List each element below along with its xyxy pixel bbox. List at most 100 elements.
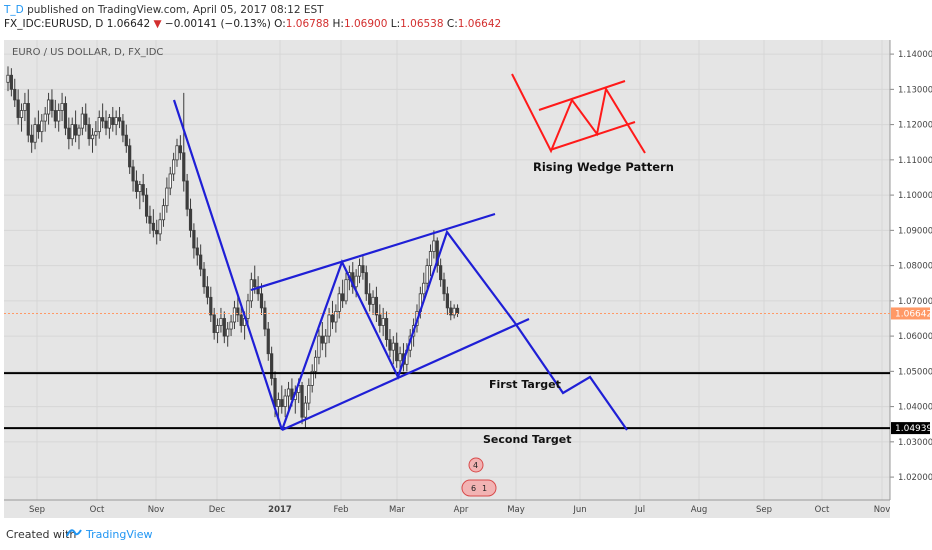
x-tick-label: Nov bbox=[874, 505, 891, 515]
second-target-value: 1.04939 bbox=[895, 424, 932, 434]
event-count-2: 6 bbox=[471, 484, 476, 493]
candle-body bbox=[124, 134, 128, 147]
high-label: H: bbox=[332, 18, 344, 30]
tradingview-logo-icon[interactable] bbox=[66, 526, 82, 540]
x-tick-label: May bbox=[507, 505, 525, 515]
candle-body bbox=[63, 103, 68, 129]
drop-leg-line bbox=[172, 99, 284, 431]
y-tick-label: 1.05000 bbox=[898, 367, 932, 377]
candle-body bbox=[364, 272, 368, 295]
candle-body bbox=[215, 325, 220, 333]
candlestick-chart[interactable]: 1.14000 1.13000 1.12000 1.11000 1.10000 1.090… bbox=[0, 36, 932, 518]
second-target-tag: 1.04939 bbox=[891, 422, 932, 435]
current-price-tag: 1.06642 bbox=[891, 307, 932, 320]
last-price: 1.06642 bbox=[106, 18, 151, 30]
event-badge-icon[interactable] bbox=[461, 479, 497, 497]
candle-body bbox=[422, 282, 426, 295]
chart-title: EURO / US DOLLAR, D, FX_IDC bbox=[12, 47, 163, 58]
candle-body bbox=[141, 184, 145, 196]
candle-body bbox=[361, 265, 365, 274]
candle-body bbox=[111, 117, 115, 125]
author-link[interactable]: T_D bbox=[4, 4, 24, 16]
candle-body bbox=[13, 88, 17, 101]
wedge-trendlines[interactable] bbox=[172, 99, 628, 432]
candle-body bbox=[107, 117, 111, 129]
x-tick-label: Nov bbox=[148, 505, 165, 515]
candle-body bbox=[445, 293, 450, 309]
candle-body bbox=[161, 205, 166, 221]
chart-header: T_D published on TradingView.com, April … bbox=[0, 0, 932, 36]
tradingview-link[interactable]: TradingView bbox=[86, 528, 153, 541]
candle-body bbox=[84, 113, 88, 125]
candle-body bbox=[57, 110, 61, 122]
candle-body bbox=[273, 377, 277, 407]
candle-body bbox=[70, 124, 74, 140]
candle-body bbox=[6, 74, 10, 83]
y-tick-label: 1.08000 bbox=[898, 262, 932, 272]
candle-body bbox=[381, 318, 385, 326]
candle-body bbox=[77, 127, 81, 136]
candle-body bbox=[374, 296, 379, 316]
candle-body bbox=[121, 120, 125, 136]
candle-body bbox=[175, 145, 179, 161]
symbol-line: FX_IDC:EURUSD, D 1.06642 ▼ −0.00141 (−0.… bbox=[4, 18, 501, 30]
open-value: 1.06788 bbox=[285, 18, 330, 30]
low-label: L: bbox=[390, 18, 401, 30]
candle-body bbox=[317, 335, 321, 358]
candle-body bbox=[303, 402, 308, 418]
x-tick-label: Oct bbox=[815, 505, 830, 515]
footer: Created with TradingView bbox=[0, 518, 932, 550]
close-label: C: bbox=[446, 18, 458, 30]
y-tick-label: 1.03000 bbox=[898, 438, 932, 448]
candle-body bbox=[158, 219, 162, 235]
candle-body bbox=[74, 124, 78, 136]
y-tick-label: 1.02000 bbox=[898, 473, 932, 483]
candle-body bbox=[172, 159, 176, 175]
candle-body bbox=[435, 240, 439, 266]
chart-area[interactable]: 1.14000 1.13000 1.12000 1.11000 1.10000 1.090… bbox=[0, 36, 932, 518]
x-tick-label: Apr bbox=[454, 505, 469, 515]
candle-body bbox=[36, 124, 41, 133]
candle-body bbox=[425, 265, 429, 284]
candle-body bbox=[388, 339, 392, 351]
candle-body bbox=[43, 113, 47, 122]
candle-body bbox=[368, 293, 372, 305]
candle-body bbox=[229, 321, 233, 330]
candle-body bbox=[188, 208, 193, 231]
candle-body bbox=[442, 279, 446, 295]
candle-body bbox=[259, 293, 264, 309]
candle-body bbox=[452, 307, 456, 316]
first-target-label: First Target bbox=[489, 378, 561, 391]
x-tick-label: 2017 bbox=[268, 505, 292, 515]
time-axis-background bbox=[4, 500, 890, 518]
candle-body bbox=[151, 222, 155, 231]
event-count-3: 1 bbox=[482, 484, 487, 493]
candle-body bbox=[226, 328, 230, 337]
candle-body bbox=[239, 314, 243, 326]
candle-body bbox=[286, 388, 291, 397]
publish-text: published on TradingView.com, April 05, … bbox=[27, 4, 324, 16]
candle-body bbox=[283, 395, 287, 407]
candle-body bbox=[209, 296, 213, 316]
y-tick-label: 1.14000 bbox=[898, 50, 932, 60]
candle-body bbox=[168, 173, 172, 189]
candle-body bbox=[344, 279, 348, 302]
candle-body bbox=[138, 184, 142, 192]
candle-body bbox=[219, 318, 223, 326]
y-tick-label: 1.07000 bbox=[898, 297, 932, 307]
symbol-name: FX_IDC:EURUSD, D bbox=[4, 18, 104, 30]
candle-body bbox=[53, 110, 57, 122]
candle-body bbox=[246, 300, 250, 319]
candle-body bbox=[144, 194, 149, 217]
upper-wedge-line bbox=[250, 212, 496, 292]
y-tick-label: 1.09000 bbox=[898, 226, 932, 236]
high-value: 1.06900 bbox=[343, 18, 388, 30]
candle-body bbox=[384, 318, 389, 341]
x-tick-label: Jun bbox=[572, 505, 586, 515]
x-tick-label: Dec bbox=[209, 505, 226, 515]
candle-body bbox=[131, 166, 135, 182]
event-badge-icon[interactable] bbox=[468, 457, 484, 473]
candle-body bbox=[236, 307, 240, 316]
event-badges[interactable]: 4 6 1 bbox=[461, 457, 497, 497]
candle-body bbox=[60, 103, 64, 111]
